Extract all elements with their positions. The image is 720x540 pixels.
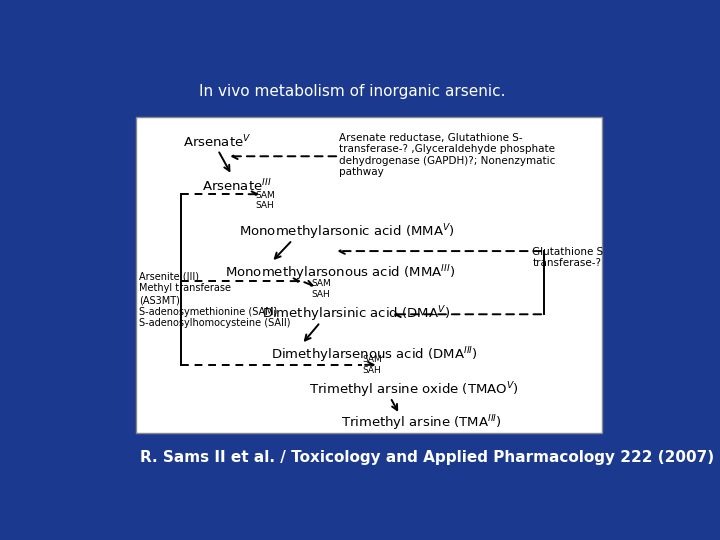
Text: Dimethylarsinic acid (DMA$^V$): Dimethylarsinic acid (DMA$^V$) xyxy=(262,305,450,324)
Text: R. Sams II et al. / Toxicology and Applied Pharmacology 222 (2007) 245–251: R. Sams II et al. / Toxicology and Appli… xyxy=(140,450,720,465)
Text: SAM
SAH: SAM SAH xyxy=(362,355,382,375)
Text: SAM
SAH: SAM SAH xyxy=(255,191,275,210)
Text: Glutathione S
transferase-?: Glutathione S transferase-? xyxy=(531,247,603,268)
FancyBboxPatch shape xyxy=(136,117,602,433)
Text: Arsenite (III)
Methyl transferase
(AS3MT)
S-adenosymethionine (SAM)
S-adenosylho: Arsenite (III) Methyl transferase (AS3MT… xyxy=(139,272,290,328)
Text: Arsenate reductase, Glutathione S-
transferase-? ,Glyceraldehyde phosphate
dehyd: Arsenate reductase, Glutathione S- trans… xyxy=(339,133,555,177)
Text: Monomethylarsonous acid (MMA$^{III}$): Monomethylarsonous acid (MMA$^{III}$) xyxy=(225,264,455,283)
Text: In vivo metabolism of inorganic arsenic.: In vivo metabolism of inorganic arsenic. xyxy=(199,84,505,99)
Text: Arsenate$^V$: Arsenate$^V$ xyxy=(183,134,251,150)
Text: Trimethyl arsine (TMA$^{III}$): Trimethyl arsine (TMA$^{III}$) xyxy=(341,414,503,433)
Text: Arsenate$^{III}$: Arsenate$^{III}$ xyxy=(202,178,271,194)
Text: Trimethyl arsine oxide (TMAO$^V$): Trimethyl arsine oxide (TMAO$^V$) xyxy=(309,380,518,400)
Text: Monomethylarsonic acid (MMA$^V$): Monomethylarsonic acid (MMA$^V$) xyxy=(239,222,455,242)
Text: SAM
SAH: SAM SAH xyxy=(311,279,330,299)
Text: Dimethylarsenous acid (DMA$^{III}$): Dimethylarsenous acid (DMA$^{III}$) xyxy=(271,346,478,365)
